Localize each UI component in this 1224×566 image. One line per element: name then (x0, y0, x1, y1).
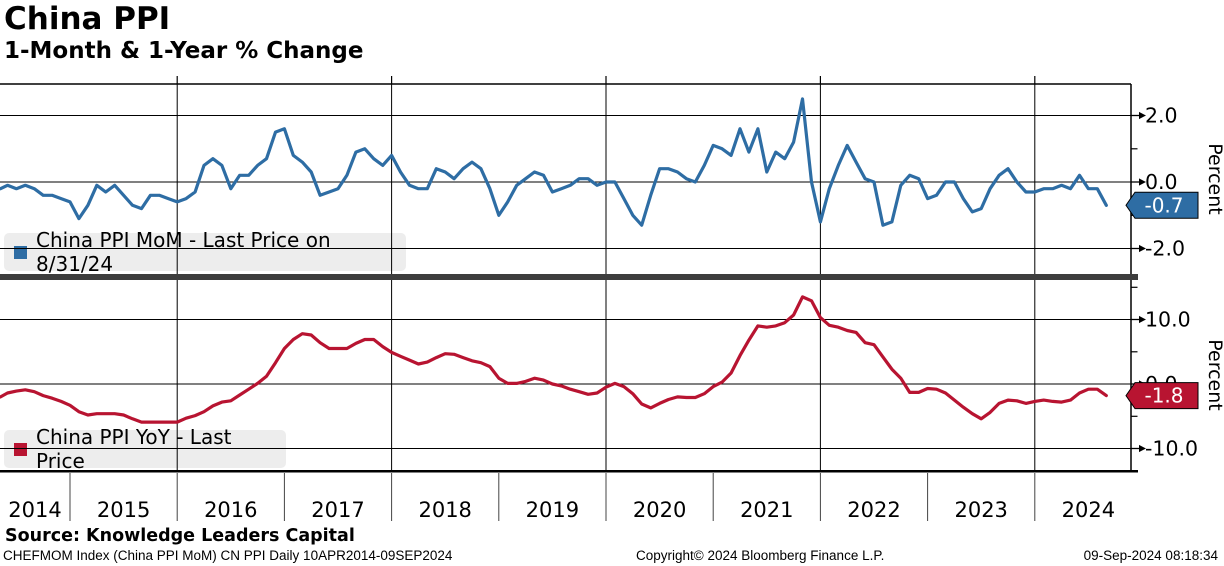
x-axis-year-label: 2021 (740, 498, 793, 522)
y-axis-tick-label: -10.0 (1145, 437, 1198, 461)
timestamp-text: 09-Sep-2024 08:18:34 (1083, 548, 1218, 563)
legend-china-ppi-yoy[interactable]: China PPI YoY - Last Price (4, 425, 286, 473)
x-axis-year-label: 2016 (204, 498, 257, 522)
chart-header: China PPI 1-Month & 1-Year % Change (4, 0, 364, 64)
series-line-yoy (0, 295, 1108, 424)
x-axis-year-label: 2015 (97, 498, 150, 522)
legend-china-ppi-mom[interactable]: China PPI MoM - Last Price on 8/31/24 (4, 228, 406, 276)
last-price-tag-mom: -0.7 (1125, 191, 1199, 219)
legend-swatch-yoy-icon (14, 442, 27, 456)
axis-arrow-icon (1139, 444, 1146, 453)
series-line-mom (0, 97, 1108, 227)
x-axis-year-label: 2023 (954, 498, 1007, 522)
y-axis-tick-label: 10.0 (1145, 308, 1191, 332)
legend-label-mom: China PPI MoM - Last Price on 8/31/24 (36, 228, 331, 276)
svg-text:-1.8: -1.8 (1144, 384, 1183, 408)
page-subtitle: 1-Month & 1-Year % Change (4, 37, 364, 64)
y-axis-tick-label: 0.0 (1145, 170, 1178, 194)
axis-arrow-icon (1139, 380, 1146, 388)
axis-arrow-icon (1139, 178, 1146, 186)
axis-arrow-icon (1139, 244, 1146, 253)
y-axis-title: Percent (1204, 339, 1224, 411)
y-axis-tick-label: 0.0 (1145, 372, 1178, 396)
x-axis-year-label: 2020 (633, 498, 686, 522)
legend-swatch-mom-icon (14, 245, 27, 259)
svg-text:-0.7: -0.7 (1144, 193, 1183, 217)
x-axis-year-label: 2024 (1062, 498, 1115, 522)
ticker-meta-text: CHEFMOM Index (China PPI MoM) CN PPI Dai… (3, 548, 453, 563)
x-axis-year-label: 2014 (8, 498, 61, 522)
y-axis-title: Percent (1204, 143, 1224, 215)
page-title: China PPI (4, 1, 171, 37)
y-axis-tick-label: 2.0 (1145, 104, 1178, 128)
y-axis-tick-label: -2.0 (1145, 237, 1185, 261)
legend-label-yoy: China PPI YoY - Last Price (36, 425, 232, 473)
x-axis-year-label: 2019 (526, 498, 579, 522)
x-axis-year-label: 2022 (847, 498, 900, 522)
axis-arrow-icon (1139, 111, 1146, 120)
last-price-tag-yoy: -1.8 (1125, 382, 1199, 410)
x-axis-year-label: 2017 (311, 498, 364, 522)
source-text: Source: Knowledge Leaders Capital (5, 526, 355, 546)
copyright-text: Copyright© 2024 Bloomberg Finance L.P. (636, 548, 885, 563)
x-axis-year-label: 2018 (418, 498, 471, 522)
axis-arrow-icon (1139, 315, 1146, 324)
